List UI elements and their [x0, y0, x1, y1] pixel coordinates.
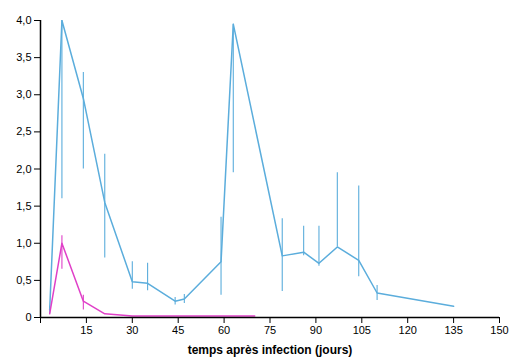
svg-text:1,0: 1,0: [16, 237, 31, 249]
svg-text:60: 60: [218, 324, 230, 336]
svg-text:0: 0: [25, 311, 31, 323]
svg-text:1,5: 1,5: [16, 200, 31, 212]
svg-text:150: 150: [490, 324, 508, 336]
svg-text:3,0: 3,0: [16, 88, 31, 100]
svg-text:120: 120: [399, 324, 417, 336]
svg-text:2,5: 2,5: [16, 125, 31, 137]
svg-text:45: 45: [172, 324, 184, 336]
svg-text:temps après infection (jours): temps après infection (jours): [188, 343, 353, 357]
svg-text:30: 30: [126, 324, 138, 336]
svg-text:0,5: 0,5: [16, 274, 31, 286]
svg-text:4,0: 4,0: [16, 14, 31, 26]
svg-text:105: 105: [353, 324, 371, 336]
svg-text:135: 135: [444, 324, 462, 336]
svg-text:2,0: 2,0: [16, 163, 31, 175]
svg-text:75: 75: [264, 324, 276, 336]
svg-text:90: 90: [310, 324, 322, 336]
svg-text:15: 15: [80, 324, 92, 336]
svg-text:3,5: 3,5: [16, 51, 31, 63]
